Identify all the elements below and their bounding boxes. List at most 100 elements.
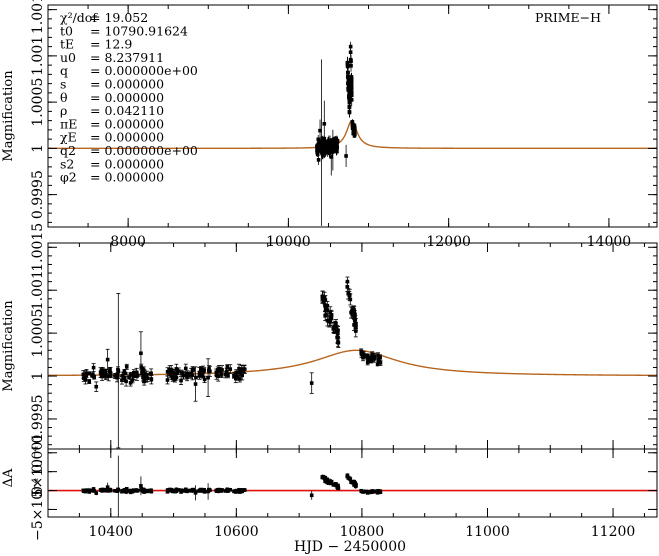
middle-data-point — [120, 378, 124, 382]
residual-data-point — [309, 493, 314, 498]
middle-data-point — [107, 369, 112, 374]
residual-data-point — [139, 484, 143, 488]
middle-data-point — [113, 374, 117, 378]
residual-data-point — [375, 491, 380, 495]
top-data-point — [348, 57, 353, 62]
middle-data-point — [122, 369, 127, 374]
residual-data-point — [333, 482, 337, 487]
residual-data-point — [176, 488, 181, 492]
residual-data-point — [234, 488, 239, 493]
residual-data-point — [378, 490, 383, 495]
middle-data-point — [225, 365, 230, 369]
middle-data-point — [309, 381, 314, 385]
middle-data-point — [141, 367, 145, 372]
residual-data-point — [323, 479, 327, 484]
top-data-point — [325, 141, 330, 146]
residual-data-point — [353, 484, 358, 489]
y-tick-label: 1.0015 — [30, 0, 46, 34]
y-tick-label: 1.0005 — [30, 309, 46, 358]
top-data-points — [315, 41, 357, 226]
residual-data-point — [165, 490, 170, 494]
top-data-point — [335, 145, 340, 150]
top-data-point — [315, 145, 319, 150]
top-data-point — [321, 143, 326, 147]
top-data-point — [349, 78, 353, 82]
residual-data-point — [144, 489, 149, 494]
residual-data-points — [81, 455, 383, 517]
residual-data-point — [128, 490, 133, 495]
top-data-point — [329, 155, 334, 159]
middle-data-point — [140, 371, 144, 375]
middle-data-point — [346, 291, 351, 296]
top-data-point — [350, 120, 355, 124]
top-data-point — [318, 128, 322, 133]
middle-data-point — [115, 374, 120, 378]
residual-data-point — [91, 487, 96, 491]
param-name: tE — [60, 37, 74, 52]
residual-data-point — [346, 476, 351, 480]
y-tick-label: 1.001 — [30, 36, 46, 76]
top-y-ticks: 0.9995 1 1.0005 1.001 1.0015 — [30, 0, 657, 223]
residual-data-point — [376, 488, 380, 493]
middle-data-point — [366, 357, 371, 361]
residual-data-point — [82, 488, 87, 493]
x-tick-label: 10800 — [340, 524, 385, 540]
middle-data-point — [92, 375, 96, 379]
middle-data-point — [142, 379, 146, 383]
middle-data-point — [136, 373, 140, 378]
residual-data-point — [116, 487, 121, 492]
residual-data-point — [172, 488, 177, 493]
param-value: = 8.237911 — [90, 50, 164, 65]
middle-data-point — [336, 340, 340, 344]
middle-data-point — [139, 351, 143, 356]
middle-data-point — [353, 318, 358, 322]
middle-data-point — [323, 313, 327, 318]
residual-data-point — [197, 488, 202, 493]
middle-data-point — [127, 375, 131, 380]
middle-data-point — [375, 362, 380, 367]
param-name: θ — [60, 90, 68, 105]
residual-data-point — [228, 488, 233, 492]
middle-data-point — [82, 373, 87, 377]
top-data-point — [347, 109, 352, 114]
middle-data-point — [100, 368, 105, 372]
middle-data-point — [216, 374, 220, 378]
x-tick-label: 14000 — [587, 234, 632, 250]
middle-data-point — [202, 377, 207, 382]
param-name: πE — [60, 116, 77, 131]
residual-data-point — [322, 476, 327, 480]
param-value: = 0.000000 — [90, 156, 164, 171]
residual-y-ticks: −5×10⁻⁴05×10⁻⁴0.001 — [30, 433, 657, 541]
residual-data-point — [345, 473, 350, 478]
residual-data-point — [169, 488, 174, 493]
middle-data-point — [228, 367, 233, 371]
top-data-point — [327, 142, 332, 147]
middle-y-axis-title: Magnification — [1, 300, 16, 392]
param-name: q — [60, 63, 68, 78]
param-value: = 0.000000e+00 — [90, 143, 198, 158]
middle-data-point — [116, 368, 121, 373]
middle-data-point — [237, 366, 241, 371]
middle-data-point — [132, 371, 136, 375]
middle-data-point — [144, 376, 149, 380]
param-name: χ²/dof — [60, 10, 98, 25]
residual-data-point — [216, 489, 220, 494]
x-tick-label: 11000 — [465, 524, 510, 540]
middle-data-point — [345, 279, 350, 284]
middle-data-point — [336, 328, 340, 333]
middle-data-point — [219, 373, 224, 377]
x-axis-title: HJD − 2450000 — [294, 539, 406, 555]
top-panel-frame — [47, 4, 658, 228]
middle-data-point — [372, 354, 377, 358]
top-data-point — [349, 86, 354, 90]
middle-data-point — [87, 371, 92, 376]
top-data-point — [320, 136, 325, 141]
middle-data-point — [149, 377, 154, 382]
middle-data-point — [190, 373, 195, 377]
residual-data-point — [136, 488, 140, 493]
middle-data-point — [345, 285, 350, 289]
param-value: = 0.000000 — [90, 77, 164, 92]
residual-data-point — [103, 487, 108, 492]
middle-data-point — [165, 369, 170, 374]
